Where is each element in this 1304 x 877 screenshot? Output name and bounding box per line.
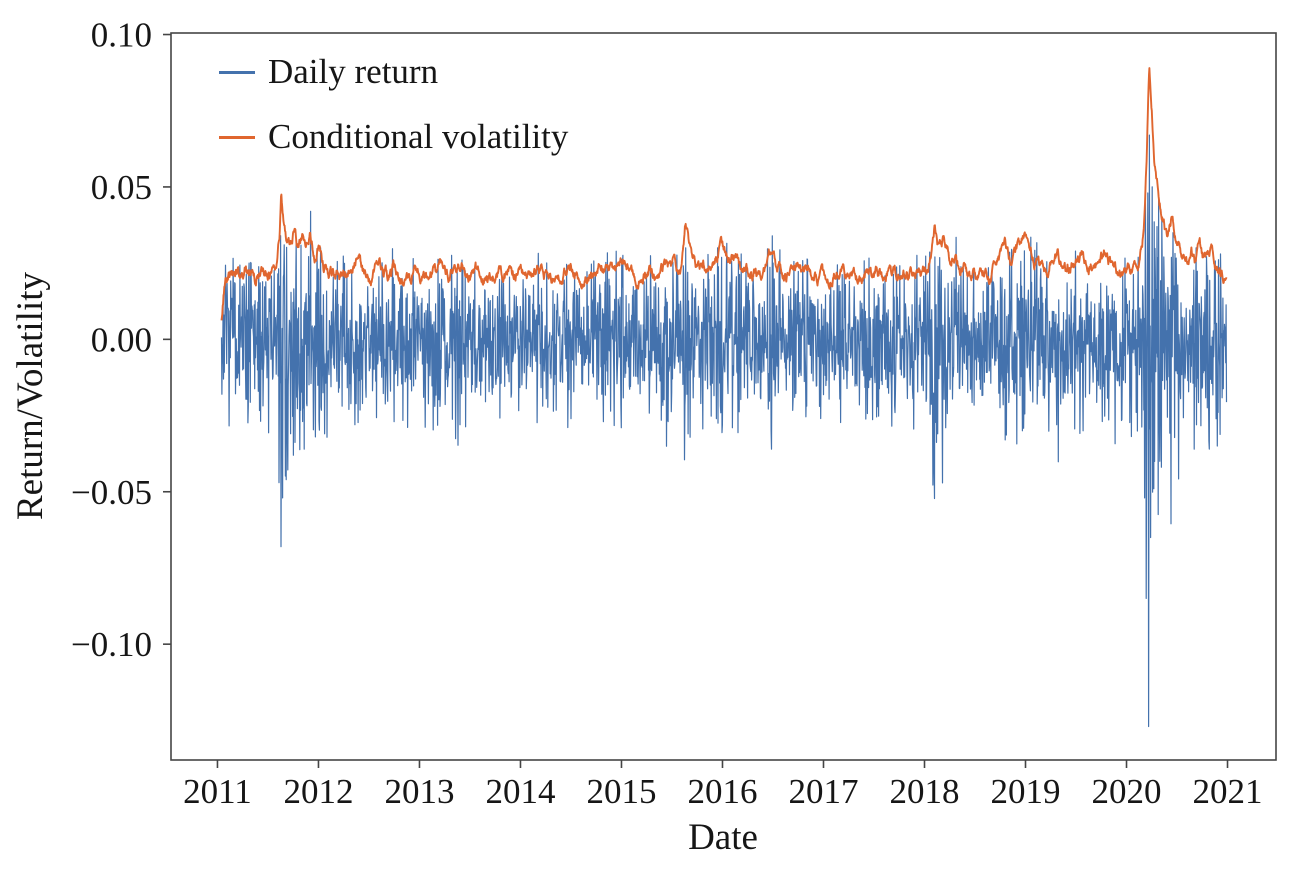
conditional-volatility-series xyxy=(220,67,1228,321)
y-axis-title: Return/Volatility xyxy=(10,271,51,520)
x-tick-label: 2017 xyxy=(788,772,858,811)
y-tick-label: −0.10 xyxy=(71,625,152,664)
x-tick-label: 2014 xyxy=(485,772,555,811)
x-axis-title: Date xyxy=(688,817,758,858)
legend-label-conditional-volatility: Conditional volatility xyxy=(268,117,569,156)
y-tick-label: −0.05 xyxy=(71,473,152,512)
plot-frame xyxy=(170,32,1277,761)
legend-item-conditional-volatility: Conditional volatility xyxy=(219,119,568,155)
y-tick-label: 0.05 xyxy=(91,168,152,207)
x-tick-label: 2015 xyxy=(586,772,656,811)
daily-return-line-swatch xyxy=(219,70,255,74)
x-tick-label: 2016 xyxy=(687,772,757,811)
x-tick-label: 2012 xyxy=(283,772,353,811)
x-tick-label: 2020 xyxy=(1092,772,1162,811)
y-tick-label: 0.10 xyxy=(91,16,152,55)
x-tick-label: 2013 xyxy=(384,772,454,811)
legend-label-daily-return: Daily return xyxy=(268,52,439,91)
x-tick-label: 2018 xyxy=(890,772,960,811)
x-tick-label: 2019 xyxy=(991,772,1061,811)
y-tick-label: 0.00 xyxy=(91,320,152,359)
x-tick-label: 2021 xyxy=(1193,772,1263,811)
legend: Daily return Conditional volatility xyxy=(219,54,568,184)
conditional-volatility-line-swatch xyxy=(219,135,255,139)
daily-return-series xyxy=(220,134,1228,728)
x-tick-label: 2011 xyxy=(183,772,252,811)
legend-item-daily-return: Daily return xyxy=(219,54,568,90)
